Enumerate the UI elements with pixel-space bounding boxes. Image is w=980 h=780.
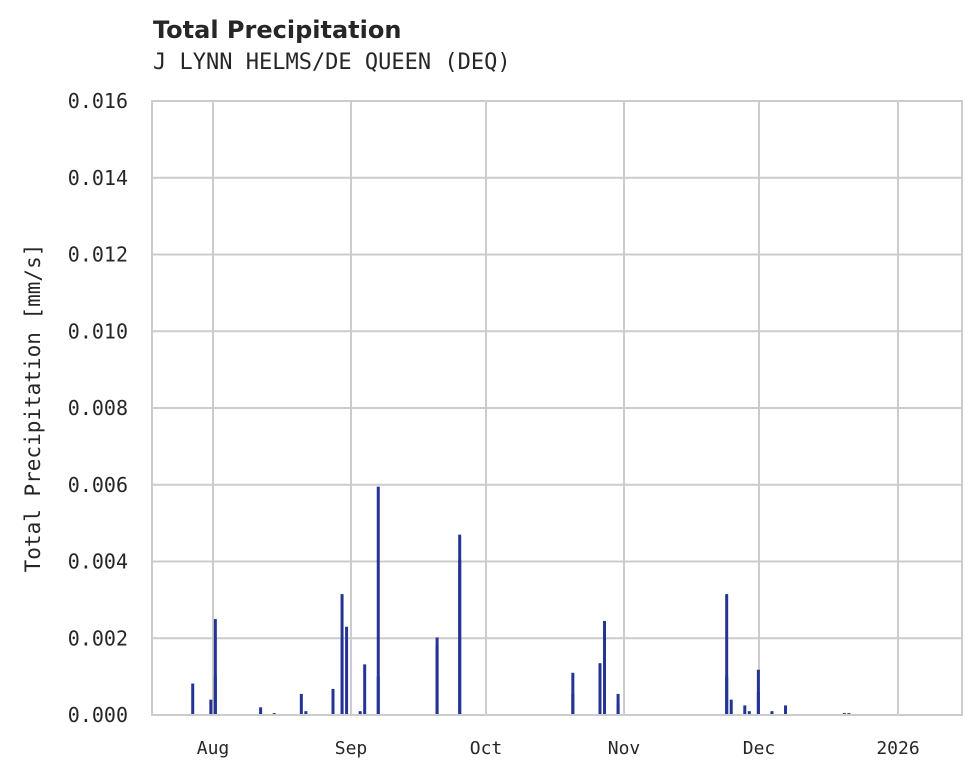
precipitation-bars — [191, 486, 851, 715]
precip-bar — [571, 672, 575, 715]
x-tick-label: Aug — [197, 738, 230, 759]
precip-bar — [376, 676, 380, 715]
precip-bar — [784, 705, 788, 715]
precip-bar — [616, 703, 620, 715]
precip-bar — [435, 637, 439, 715]
precip-bar — [747, 711, 751, 715]
y-tick-label: 0.008 — [68, 396, 128, 420]
y-tick-label: 0.002 — [68, 626, 128, 650]
precip-bar — [340, 594, 344, 715]
precip-bar — [729, 699, 733, 715]
y-tick-label: 0.004 — [68, 550, 128, 574]
chart-subtitle: J LYNN HELMS/DE QUEEN (DEQ) — [153, 50, 511, 75]
y-tick-label: 0.000 — [68, 703, 128, 727]
precip-bar — [598, 665, 602, 715]
y-tick-label: 0.014 — [68, 166, 128, 190]
precip-bar — [725, 676, 729, 715]
plot-frame — [151, 100, 963, 716]
precip-bar — [743, 705, 747, 715]
precip-bar — [770, 711, 774, 715]
precip-bar — [304, 711, 308, 715]
precip-bar — [213, 676, 217, 715]
y-tick-label: 0.016 — [68, 89, 128, 113]
x-axis-ticks: Aug Sep Oct Nov Dec 2026 — [197, 738, 920, 759]
precip-bar — [756, 691, 760, 715]
x-tick-label: 2026 — [876, 738, 919, 759]
precip-bar — [376, 486, 380, 715]
y-tick-label: 0.012 — [68, 243, 128, 267]
precip-bar — [603, 620, 607, 715]
x-tick-label: Oct — [470, 738, 503, 759]
y-axis-label: Total Precipitation [mm/s] — [21, 244, 45, 573]
chart-title: Total Precipitation — [153, 16, 402, 44]
precip-bar — [299, 693, 303, 715]
grid-lines — [152, 100, 962, 716]
y-tick-label: 0.010 — [68, 319, 128, 343]
precip-bar — [363, 664, 367, 715]
y-axis-ticks: 0.000 0.002 0.004 0.006 0.008 0.010 0.012 0.014… — [68, 89, 128, 727]
precip-bar — [725, 594, 729, 715]
precip-bar — [213, 619, 217, 715]
x-tick-label: Dec — [743, 738, 776, 759]
precip-bar — [345, 626, 349, 715]
precip-bar — [458, 534, 462, 715]
precip-bar — [209, 699, 213, 715]
x-tick-label: Nov — [608, 738, 641, 759]
x-tick-label: Sep — [335, 738, 368, 759]
precip-bar — [259, 707, 263, 715]
precip-bar — [331, 688, 335, 715]
y-tick-label: 0.006 — [68, 473, 128, 497]
precip-bar — [191, 683, 195, 715]
precip-bar — [358, 711, 362, 715]
